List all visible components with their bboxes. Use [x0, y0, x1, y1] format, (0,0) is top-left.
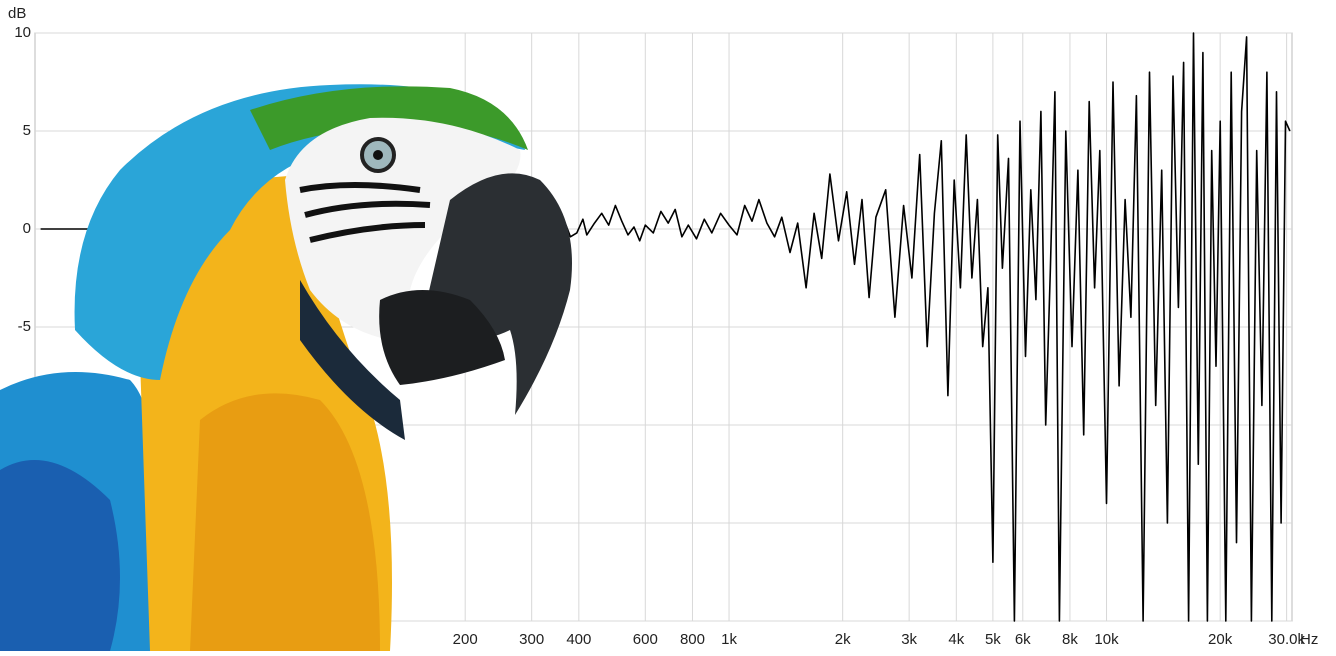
- x-tick-label: 400: [566, 631, 591, 648]
- x-axis-label: Hz: [1300, 631, 1318, 648]
- y-tick-label: 0: [23, 220, 31, 237]
- x-tick-label: 800: [680, 631, 705, 648]
- y-tick-label: -5: [18, 318, 31, 335]
- x-tick-label: 20k: [1208, 631, 1233, 648]
- x-tick-label: 300: [519, 631, 544, 648]
- y-tick-label: 5: [23, 122, 31, 139]
- response-line: [40, 32, 1291, 622]
- x-tick-label: 10k: [1094, 631, 1119, 648]
- x-tick-label: 3k: [901, 631, 917, 648]
- x-tick-label: 600: [633, 631, 658, 648]
- x-tick-label: 1k: [721, 631, 737, 648]
- x-tick-label: 6k: [1015, 631, 1031, 648]
- x-tick-label: 30.0k: [1268, 631, 1305, 648]
- x-tick-label: 8k: [1062, 631, 1078, 648]
- y-tick-label: 10: [14, 24, 31, 41]
- x-tick-label: 4k: [948, 631, 964, 648]
- x-tick-label: 2k: [835, 631, 851, 648]
- x-tick-label: 200: [453, 631, 478, 648]
- x-tick-label: 5k: [985, 631, 1001, 648]
- parrot-illustration: [0, 84, 572, 651]
- y-axis-label: dB: [8, 5, 26, 22]
